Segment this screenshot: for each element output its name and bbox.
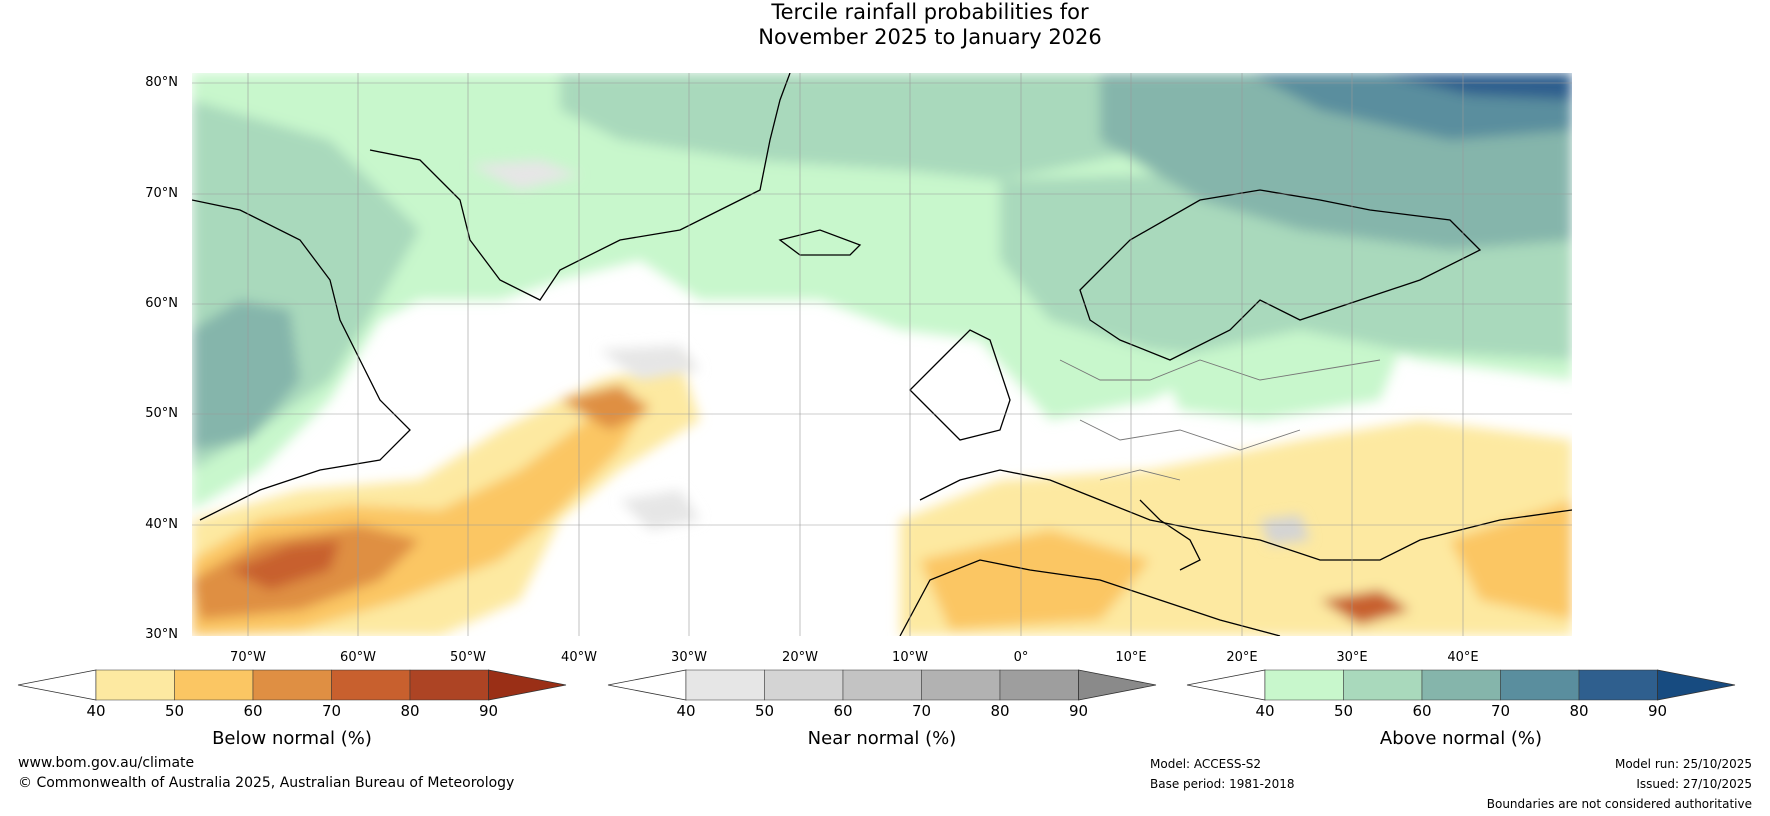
- colorbar-near: [607, 669, 1157, 701]
- lon-label: 0°: [1013, 650, 1029, 665]
- cb-tick: 80: [990, 702, 1010, 720]
- cb-tick: 50: [754, 702, 775, 720]
- copyright: © Commonwealth of Australia 2025, Austra…: [18, 775, 515, 791]
- colorbar-above: [1186, 669, 1736, 701]
- cb-near-max: [1078, 669, 1157, 701]
- map-area: [192, 73, 1572, 636]
- cb-near-seg: [999, 669, 1079, 701]
- lon-label: 40°W: [561, 650, 597, 665]
- lon-label: 70°W: [230, 650, 266, 665]
- cb-near-seg: [764, 669, 844, 701]
- cb-tick: 60: [1412, 702, 1432, 720]
- cb-tick: 90: [478, 702, 499, 720]
- cb-above-seg: [1578, 669, 1658, 701]
- title-line-2: November 2025 to January 2026: [758, 25, 1102, 49]
- cb-below-max: [488, 669, 567, 701]
- cb-above-label: Above normal (%): [1379, 728, 1543, 749]
- cb-tick: 50: [164, 702, 185, 720]
- cb-above-max: [1657, 669, 1736, 701]
- cb-above-min: [1186, 669, 1266, 701]
- near-normal-regions: [470, 160, 1310, 545]
- cb-above-seg: [1421, 669, 1501, 701]
- lon-label: 40°E: [1447, 650, 1479, 665]
- cb-tick: 60: [833, 702, 853, 720]
- model-name: Model: ACCESS-S2: [1150, 757, 1262, 771]
- lon-label: 50°W: [450, 650, 486, 665]
- lat-label: 80°N: [145, 75, 178, 90]
- cb-near-label: Near normal (%): [807, 728, 957, 749]
- cb-above-seg: [1264, 669, 1344, 701]
- cb-tick: 70: [321, 702, 342, 720]
- cb-below-label: Below normal (%): [212, 728, 372, 749]
- coastlines: [192, 73, 1572, 636]
- cb-above-seg: [1343, 669, 1423, 701]
- lon-label: 10°E: [1115, 650, 1147, 665]
- lon-label: 10°W: [892, 650, 928, 665]
- cb-tick: 40: [1255, 702, 1275, 720]
- website-link[interactable]: www.bom.gov.au/climate: [18, 755, 195, 771]
- below-normal-regions: [192, 360, 1572, 636]
- lat-label: 70°N: [145, 186, 178, 201]
- disclaimer: Boundaries are not considered authoritat…: [1486, 797, 1752, 811]
- graticule: [192, 73, 1572, 636]
- lat-label: 60°N: [145, 296, 178, 311]
- cb-tick: 80: [400, 702, 420, 720]
- cb-tick: 50: [1333, 702, 1354, 720]
- cb-below-seg: [95, 669, 175, 701]
- cb-tick: 40: [676, 702, 696, 720]
- lon-label: 20°E: [1226, 650, 1258, 665]
- cb-below-seg: [252, 669, 332, 701]
- cb-below-min: [17, 669, 97, 701]
- cb-tick: 80: [1569, 702, 1589, 720]
- cb-above-seg: [1500, 669, 1580, 701]
- cb-tick: 40: [86, 702, 106, 720]
- title-line-1: Tercile rainfall probabilities for: [771, 0, 1089, 24]
- cb-tick: 90: [1647, 702, 1668, 720]
- cb-near-min: [607, 669, 687, 701]
- cb-below-seg: [409, 669, 489, 701]
- borders: [1059, 359, 1381, 481]
- cb-tick: 60: [243, 702, 263, 720]
- cb-near-seg: [842, 669, 922, 701]
- issued-date: Issued: 27/10/2025: [1636, 777, 1752, 791]
- cb-near-seg: [921, 669, 1001, 701]
- cb-below-seg: [174, 669, 254, 701]
- lat-label: 30°N: [145, 627, 178, 642]
- lon-label: 30°E: [1336, 650, 1368, 665]
- lon-label: 30°W: [671, 650, 707, 665]
- cb-tick: 70: [911, 702, 932, 720]
- model-run: Model run: 25/10/2025: [1614, 757, 1752, 771]
- lon-label: 60°W: [340, 650, 376, 665]
- lat-label: 40°N: [145, 517, 178, 532]
- chart-title: Tercile rainfall probabilities for Novem…: [230, 0, 1630, 50]
- lat-label: 50°N: [145, 406, 178, 421]
- cb-below-seg: [331, 669, 411, 701]
- cb-tick: 90: [1068, 702, 1089, 720]
- cb-near-seg: [685, 669, 765, 701]
- base-period: Base period: 1981-2018: [1150, 777, 1295, 791]
- colorbar-below: [17, 669, 567, 701]
- lon-label: 20°W: [782, 650, 818, 665]
- cb-tick: 70: [1490, 702, 1511, 720]
